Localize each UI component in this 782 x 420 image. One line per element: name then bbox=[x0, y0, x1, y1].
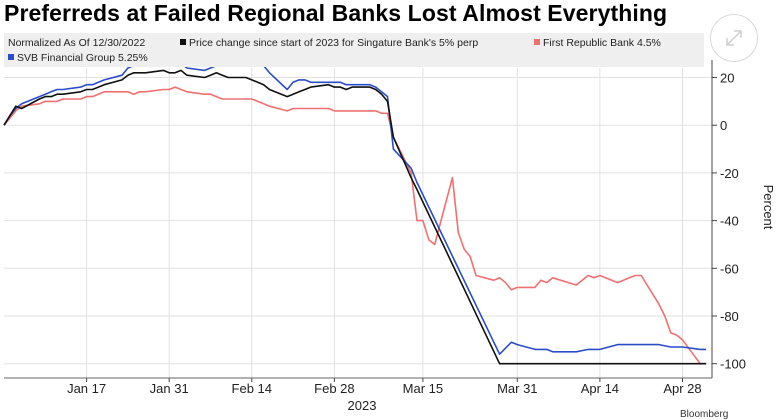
y-tick-label: -20 bbox=[720, 166, 739, 181]
chart-title: Preferreds at Failed Regional Banks Lost… bbox=[4, 0, 668, 26]
legend-swatch bbox=[180, 39, 186, 45]
footer-brand: Bloomberg bbox=[680, 409, 729, 420]
expand-icon bbox=[726, 30, 742, 46]
y-tick-label: -80 bbox=[720, 309, 739, 324]
legend-item-first-republic: First Republic Bank 4.5% bbox=[534, 37, 661, 49]
y-axis-label: Percent bbox=[761, 185, 776, 230]
legend-label: Price change since start of 2023 for Sin… bbox=[189, 37, 479, 49]
y-axis-ticks: 20 0 -20 -40 -60 -80 -100 bbox=[711, 60, 746, 378]
legend: Normalized As Of 12/30/2022 Price change… bbox=[4, 33, 704, 67]
expand-button[interactable] bbox=[710, 14, 758, 62]
y-tick-label: -100 bbox=[720, 357, 746, 372]
y-tick-label: -60 bbox=[720, 261, 739, 276]
series-layer bbox=[3, 62, 707, 365]
legend-label: SVB Financial Group 5.25% bbox=[17, 52, 148, 64]
gridlines bbox=[4, 68, 712, 378]
legend-item-signature: Price change since start of 2023 for Sin… bbox=[180, 37, 478, 49]
y-tick-label: 0 bbox=[720, 118, 727, 133]
x-tick-label: Feb 28 bbox=[314, 381, 354, 396]
series-line-1 bbox=[3, 86, 707, 365]
x-axis-year-label: 2023 bbox=[348, 398, 377, 413]
x-tick-label: Jan 31 bbox=[150, 381, 189, 396]
x-tick-label: Mar 31 bbox=[497, 381, 537, 396]
x-tick-label: Apr 28 bbox=[663, 381, 701, 396]
series-line-2 bbox=[3, 62, 707, 356]
legend-item-svb: SVB Financial Group 5.25% bbox=[8, 52, 148, 64]
legend-normalized-note: Normalized As Of 12/30/2022 bbox=[8, 37, 146, 49]
legend-swatch bbox=[8, 54, 14, 60]
x-tick-label: Mar 15 bbox=[403, 381, 443, 396]
x-axis-ticks: Jan 17 Jan 31 Feb 14 Feb 28 Mar 15 Mar 31 Apr … bbox=[4, 377, 712, 396]
x-tick-label: Apr 14 bbox=[581, 381, 619, 396]
x-tick-label: Feb 14 bbox=[232, 381, 272, 396]
y-tick-label: 20 bbox=[720, 71, 734, 86]
y-tick-label: -40 bbox=[720, 214, 739, 229]
series-line-0 bbox=[3, 69, 707, 365]
legend-label: First Republic Bank 4.5% bbox=[543, 37, 661, 49]
legend-swatch bbox=[534, 39, 540, 45]
x-tick-label: Jan 17 bbox=[67, 381, 106, 396]
